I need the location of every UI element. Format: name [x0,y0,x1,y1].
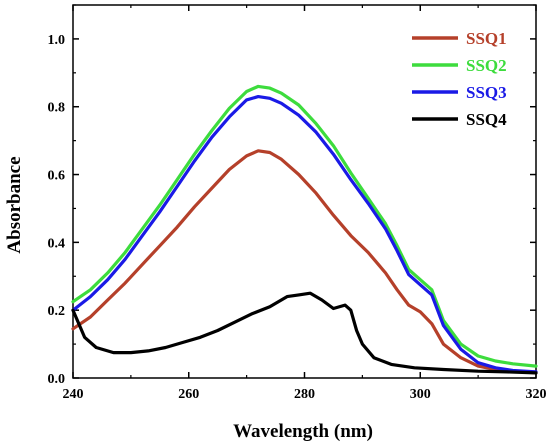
x-tick-label: 240 [63,387,84,402]
legend: SSQ1 SSQ2 SSQ3 SSQ4 [412,29,507,129]
series-line-ssq4 [71,291,538,375]
x-tick-label: 280 [294,387,315,402]
y-tick-label: 0.0 [48,372,66,387]
plot-area: 240 260 280 300 320 0.0 0.2 0.4 0.6 0.8 1.0 [48,4,547,402]
y-tick-label: 0.8 [48,101,66,116]
y-tick-label: 0.4 [48,236,66,251]
legend-label-ssq2: SSQ2 [466,56,507,75]
y-axis-title: Absorbance [4,156,25,253]
series-line-ssq2 [71,84,538,368]
series-layer [71,84,538,375]
x-tick-label: 320 [526,387,547,402]
x-axis-title: Wavelength (nm) [233,421,373,442]
x-tick-label: 300 [410,387,431,402]
legend-label-ssq1: SSQ1 [466,29,507,48]
x-tick-label: 260 [178,387,199,402]
y-tick-label: 0.6 [48,169,66,184]
series-line-ssq3 [71,95,538,374]
y-tick-label: 0.2 [48,304,66,319]
legend-label-ssq4: SSQ4 [466,110,507,129]
legend-label-ssq3: SSQ3 [466,83,507,102]
series-line-ssq1 [71,149,538,375]
y-tick-label: 1.0 [48,33,66,48]
